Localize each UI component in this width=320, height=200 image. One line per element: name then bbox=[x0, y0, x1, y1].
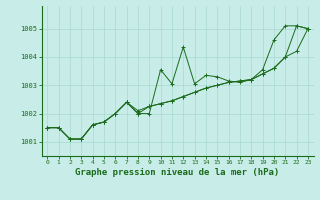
X-axis label: Graphe pression niveau de la mer (hPa): Graphe pression niveau de la mer (hPa) bbox=[76, 168, 280, 177]
